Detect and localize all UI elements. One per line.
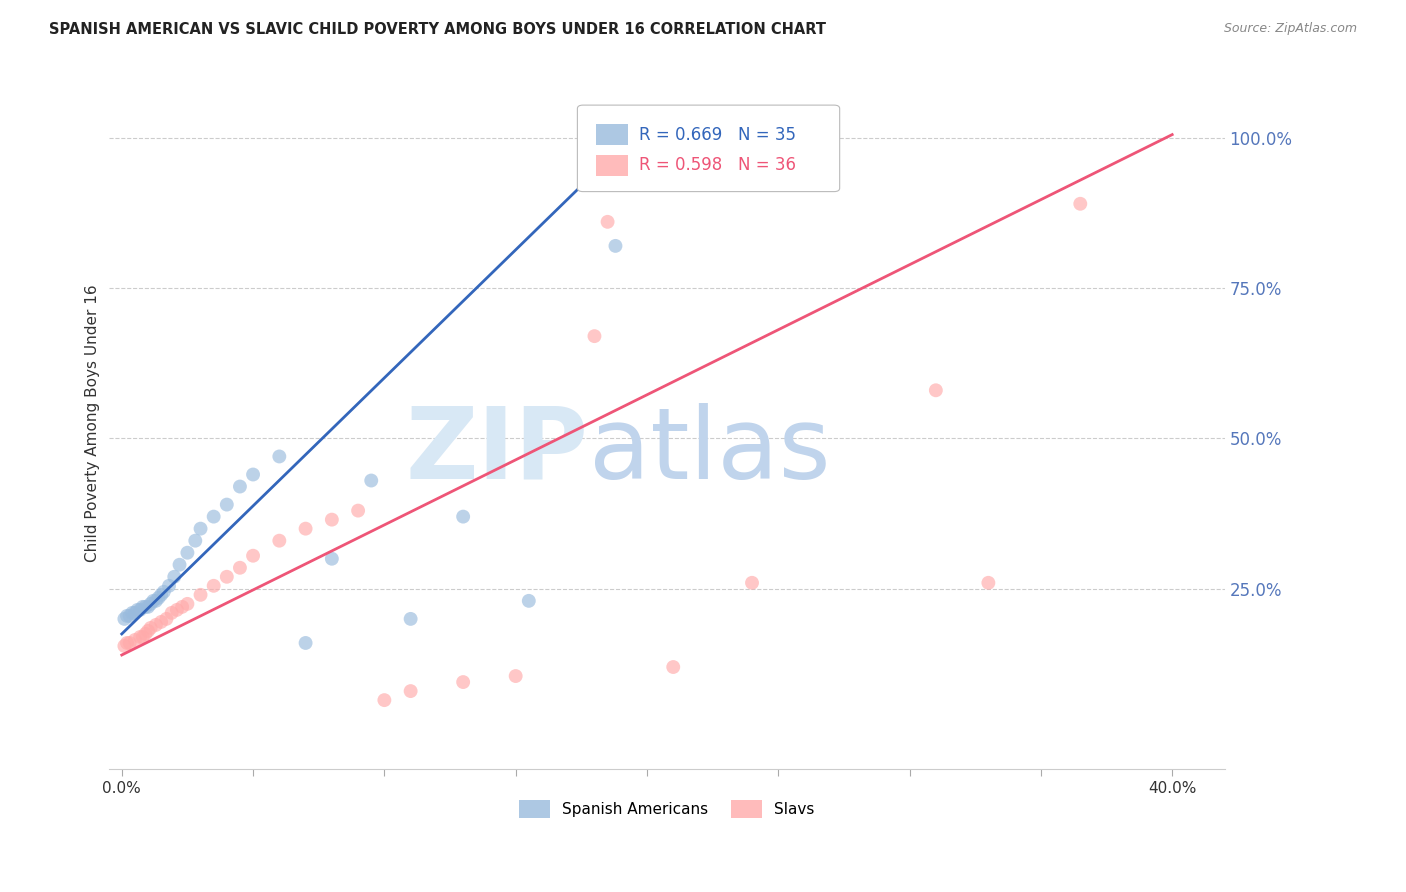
Point [121, 606, 143, 620]
Point [169, 558, 191, 572]
Point [269, 450, 291, 464]
Point [176, 597, 198, 611]
Point [166, 603, 188, 617]
Point [242, 549, 264, 563]
Point [136, 599, 159, 614]
Point [583, 329, 606, 343]
Point [741, 575, 763, 590]
Point [172, 599, 194, 614]
Point [124, 632, 146, 647]
Text: R = 0.669   N = 35: R = 0.669 N = 35 [638, 126, 796, 144]
Point [505, 669, 527, 683]
Point [925, 384, 948, 398]
Point [150, 588, 173, 602]
Point [605, 239, 627, 253]
Point [127, 603, 149, 617]
Point [145, 618, 167, 632]
Point [118, 636, 141, 650]
Point [115, 608, 138, 623]
Point [134, 627, 156, 641]
Bar [596, 125, 627, 145]
Point [451, 675, 474, 690]
Point [596, 215, 619, 229]
Point [145, 594, 167, 608]
Y-axis label: Child Poverty Among Boys Under 16: Child Poverty Among Boys Under 16 [86, 285, 100, 562]
Point [321, 551, 343, 566]
Text: SPANISH AMERICAN VS SLAVIC CHILD POVERTY AMONG BOYS UNDER 16 CORRELATION CHART: SPANISH AMERICAN VS SLAVIC CHILD POVERTY… [49, 22, 827, 37]
Point [517, 594, 540, 608]
Point [242, 467, 264, 482]
Point [294, 522, 316, 536]
Point [190, 588, 212, 602]
Point [134, 599, 156, 614]
Point [451, 509, 474, 524]
Point [139, 597, 162, 611]
Point [152, 584, 174, 599]
Point [132, 630, 155, 644]
Point [229, 561, 252, 575]
Legend: Spanish Americans, Slavs: Spanish Americans, Slavs [513, 794, 820, 824]
Point [202, 579, 225, 593]
Point [112, 612, 135, 626]
Point [142, 594, 165, 608]
Point [132, 599, 155, 614]
Point [160, 606, 183, 620]
Point [112, 639, 135, 653]
Point [662, 660, 685, 674]
Point [190, 522, 212, 536]
Text: R = 0.598   N = 36: R = 0.598 N = 36 [638, 156, 796, 174]
Point [1069, 196, 1091, 211]
Point [202, 509, 225, 524]
Point [977, 575, 1000, 590]
Point [623, 130, 645, 145]
Point [115, 636, 138, 650]
Point [360, 474, 382, 488]
Point [229, 479, 252, 493]
Point [269, 533, 291, 548]
Point [176, 546, 198, 560]
Point [148, 591, 170, 605]
Point [373, 693, 395, 707]
Point [129, 630, 152, 644]
Point [347, 503, 370, 517]
Point [118, 608, 141, 623]
Point [150, 615, 173, 629]
Text: Source: ZipAtlas.com: Source: ZipAtlas.com [1223, 22, 1357, 36]
Point [163, 570, 186, 584]
Point [136, 624, 159, 638]
Point [399, 612, 422, 626]
Point [215, 570, 238, 584]
Point [139, 621, 162, 635]
Point [321, 513, 343, 527]
Point [124, 606, 146, 620]
Point [155, 612, 177, 626]
Point [399, 684, 422, 698]
Point [129, 603, 152, 617]
FancyBboxPatch shape [578, 105, 839, 192]
Point [157, 579, 180, 593]
Text: atlas: atlas [589, 402, 830, 500]
Point [294, 636, 316, 650]
Text: ZIP: ZIP [406, 402, 589, 500]
Point [184, 533, 207, 548]
Bar [596, 155, 627, 176]
Point [215, 498, 238, 512]
